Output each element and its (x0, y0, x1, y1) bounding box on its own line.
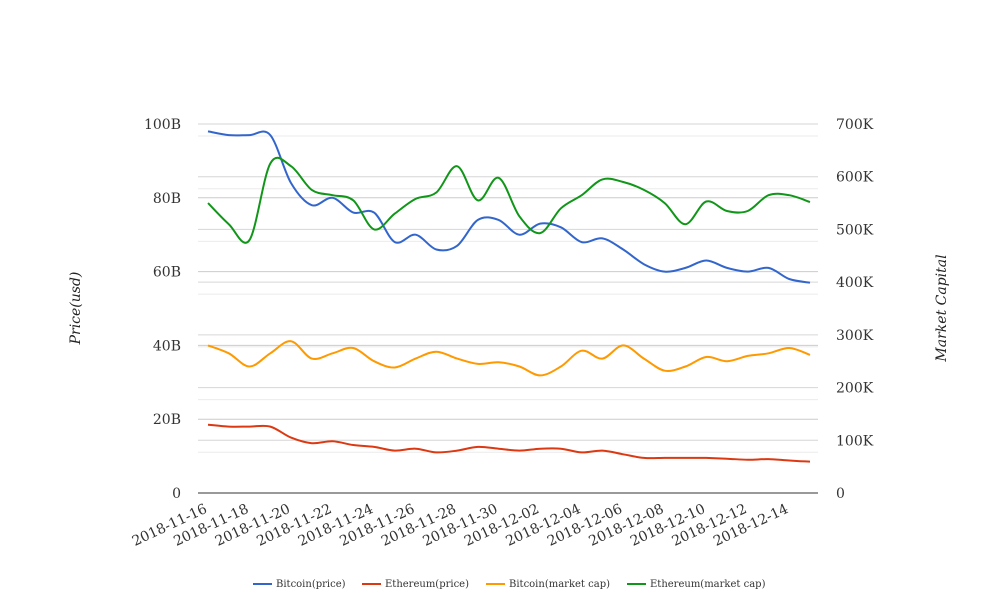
series-line-bitcoin-market-cap (207, 340, 811, 377)
legend-label-ethereum-price: Ethereum(price) (385, 579, 469, 590)
y-tick-label: 0 (172, 486, 181, 502)
legend: Bitcoin(price) Ethereum(price) Bitcoin(mar… (253, 579, 766, 590)
y2-tick-label: 100K (836, 433, 874, 449)
legend-label-bitcoin-market-cap: Bitcoin(market cap) (509, 579, 610, 590)
y-axis-title: Price(usd) (68, 272, 84, 346)
y2-tick-label: 200K (836, 381, 874, 397)
y2-axis-title: Market Capital (934, 254, 950, 362)
legend-label-ethereum-market-cap: Ethereum(market cap) (650, 579, 766, 590)
y2-tick-label: 500K (836, 222, 874, 238)
series-line-ethereum-price (207, 423, 811, 463)
y-tick-label: 60B (153, 265, 181, 281)
y2-tick-label: 700K (836, 117, 874, 133)
grid (198, 123, 818, 494)
y-tick-label: 80B (153, 191, 181, 207)
series-line-ethereum-market-cap (207, 156, 811, 244)
y-tick-label: 20B (153, 412, 181, 428)
left-axis: 0 20B 40B 60B 80B 100B (144, 117, 181, 502)
right-axis: 0 100K 200K 300K 400K 500K 600K 700K (836, 117, 874, 502)
series-line-bitcoin-price (207, 130, 811, 284)
y-tick-label: 100B (144, 117, 181, 133)
legend-label-bitcoin-price: Bitcoin(price) (276, 579, 346, 590)
y2-tick-label: 300K (836, 328, 874, 344)
series-lines (207, 130, 811, 463)
x-axis: 2018-11-162018-11-182018-11-202018-11-22… (130, 501, 791, 550)
y-tick-label: 40B (153, 338, 181, 354)
y2-tick-label: 0 (836, 486, 845, 502)
y2-tick-label: 600K (836, 170, 874, 186)
y2-tick-label: 400K (836, 275, 874, 291)
